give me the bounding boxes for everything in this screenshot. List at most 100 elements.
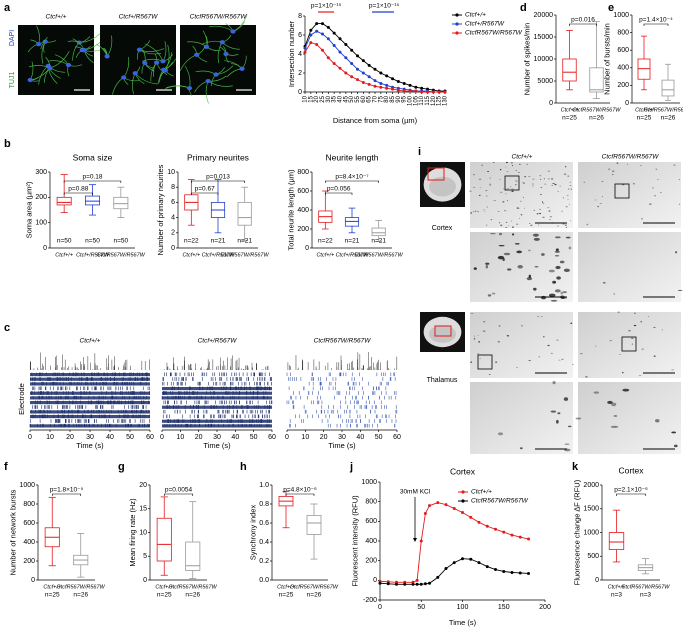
x-tick-label: 200 (539, 604, 551, 611)
stained-cell (485, 190, 488, 192)
stained-cell (473, 335, 476, 337)
stained-cell (602, 282, 606, 284)
y-tick-label: 600 (297, 188, 309, 195)
point (527, 537, 530, 541)
significance-bracket (325, 180, 379, 183)
region-label: Thalamus (427, 377, 458, 384)
p-value: p=0.013 (206, 174, 230, 181)
y-tick-label: 200 (617, 82, 629, 89)
point (321, 32, 324, 36)
stained-cell (487, 170, 490, 173)
point (350, 62, 354, 65)
panel-letter: c (4, 322, 10, 334)
stained-cell (492, 162, 495, 164)
stained-cell (527, 176, 531, 177)
point (344, 43, 348, 46)
x-tick-label: 80 (384, 95, 390, 102)
point (396, 88, 400, 92)
point (332, 31, 336, 35)
stained-cell (548, 210, 551, 212)
raster-texture (161, 355, 273, 428)
stained-cell (547, 207, 550, 209)
point (469, 557, 473, 561)
y-tick-label: 600 (23, 520, 35, 527)
x-tick-label: 115 (425, 95, 431, 105)
stained-cell (498, 232, 503, 236)
stained-cell (473, 267, 477, 270)
y-tick-label: 800 (23, 501, 35, 508)
point (379, 85, 383, 89)
y-tick-label: 2 (298, 70, 302, 77)
stained-cell (511, 190, 514, 192)
y-tick-label: 2 (171, 230, 175, 237)
stained-cell (557, 412, 561, 415)
point (436, 575, 440, 579)
point (367, 75, 371, 79)
point (408, 89, 412, 93)
annotation: p=1×10⁻¹⁵ (311, 3, 342, 10)
stained-cell (619, 354, 621, 356)
point (396, 80, 400, 84)
box (185, 541, 201, 571)
x-tick-label: 0 (28, 434, 32, 441)
x-tick-label: 150 (498, 604, 510, 611)
significance-bracket (63, 192, 93, 195)
raster-row (30, 396, 150, 400)
stained-cell (569, 185, 572, 186)
stained-cell (671, 431, 677, 434)
stained-cell (495, 361, 498, 363)
raster-row (162, 424, 272, 428)
x-tick-label: 120 (431, 95, 437, 106)
point (426, 90, 429, 94)
y-tick-label: 400 (297, 207, 309, 214)
stained-cell (526, 163, 529, 165)
stained-cell (469, 190, 472, 192)
stained-cell (594, 199, 597, 201)
point (386, 582, 390, 586)
panel-letter: h (240, 461, 247, 473)
point (385, 86, 389, 90)
point (419, 539, 423, 543)
x-tick-label: 65 (367, 95, 373, 102)
stained-cell (543, 178, 545, 180)
y-axis-label: Number of primary neurites (156, 164, 165, 255)
stained-cell (554, 250, 560, 253)
stained-cell (552, 381, 556, 385)
x-tick-label: 40 (106, 434, 114, 441)
stained-cell (562, 291, 567, 294)
box (608, 532, 625, 551)
image-label: Ctcf+/+ (512, 154, 533, 161)
point (518, 571, 522, 575)
y-tick-label: 0 (171, 245, 175, 252)
stained-cell (640, 165, 642, 166)
stained-cell (544, 183, 547, 185)
raster-row (162, 396, 272, 400)
n-label: n=50 (114, 238, 129, 245)
stained-cell (515, 184, 517, 186)
raster-texture (29, 352, 150, 428)
stain-label: DAPI (9, 30, 16, 46)
stained-cell (516, 250, 523, 254)
point (356, 54, 359, 58)
stained-cell (653, 355, 656, 357)
stained-cell (528, 359, 531, 362)
stained-cell (498, 244, 505, 247)
chart-title: Ctcf+/+ (80, 338, 101, 345)
x-tick-label: 100 (457, 604, 469, 611)
point (315, 29, 319, 33)
stained-cell (517, 265, 523, 269)
x-tick-label: 0 (160, 434, 164, 441)
p-value: p=0.0054 (165, 487, 193, 494)
stained-cell (540, 316, 543, 317)
stained-cell (502, 201, 505, 203)
y-tick-label: 0.8 (259, 501, 269, 508)
x-axis-label: Time (s) (203, 441, 231, 450)
raster-row (162, 419, 272, 423)
stained-cell (519, 218, 521, 219)
x-tick-label: 50 (375, 434, 383, 441)
x-tick-label: Ctcf+/+ (316, 252, 335, 258)
point (315, 43, 319, 46)
stained-cell (613, 293, 616, 295)
stained-cell (473, 338, 476, 340)
raster-row (30, 373, 150, 377)
